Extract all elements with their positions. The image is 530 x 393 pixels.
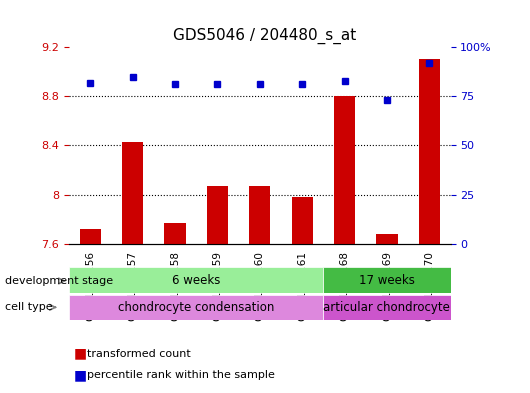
Text: 6 weeks: 6 weeks <box>172 274 220 286</box>
Text: development stage: development stage <box>5 276 113 286</box>
Text: ■: ■ <box>74 368 87 382</box>
Text: GDS5046 / 204480_s_at: GDS5046 / 204480_s_at <box>173 28 357 44</box>
Text: cell type: cell type <box>5 302 53 312</box>
Bar <box>334 96 355 244</box>
FancyBboxPatch shape <box>323 295 450 320</box>
Bar <box>249 186 270 244</box>
Text: ■: ■ <box>74 347 87 361</box>
Bar <box>80 229 101 244</box>
Bar <box>207 186 228 244</box>
FancyBboxPatch shape <box>69 295 323 320</box>
Text: chondrocyte condensation: chondrocyte condensation <box>118 301 275 314</box>
Bar <box>376 234 398 244</box>
Text: percentile rank within the sample: percentile rank within the sample <box>87 370 275 380</box>
Bar <box>292 197 313 244</box>
Bar <box>419 59 440 244</box>
Text: articular chondrocyte: articular chondrocyte <box>323 301 450 314</box>
Bar <box>122 142 143 244</box>
FancyBboxPatch shape <box>323 267 450 293</box>
Text: 17 weeks: 17 weeks <box>359 274 415 286</box>
Bar <box>164 223 186 244</box>
FancyBboxPatch shape <box>69 267 323 293</box>
Text: transformed count: transformed count <box>87 349 191 359</box>
